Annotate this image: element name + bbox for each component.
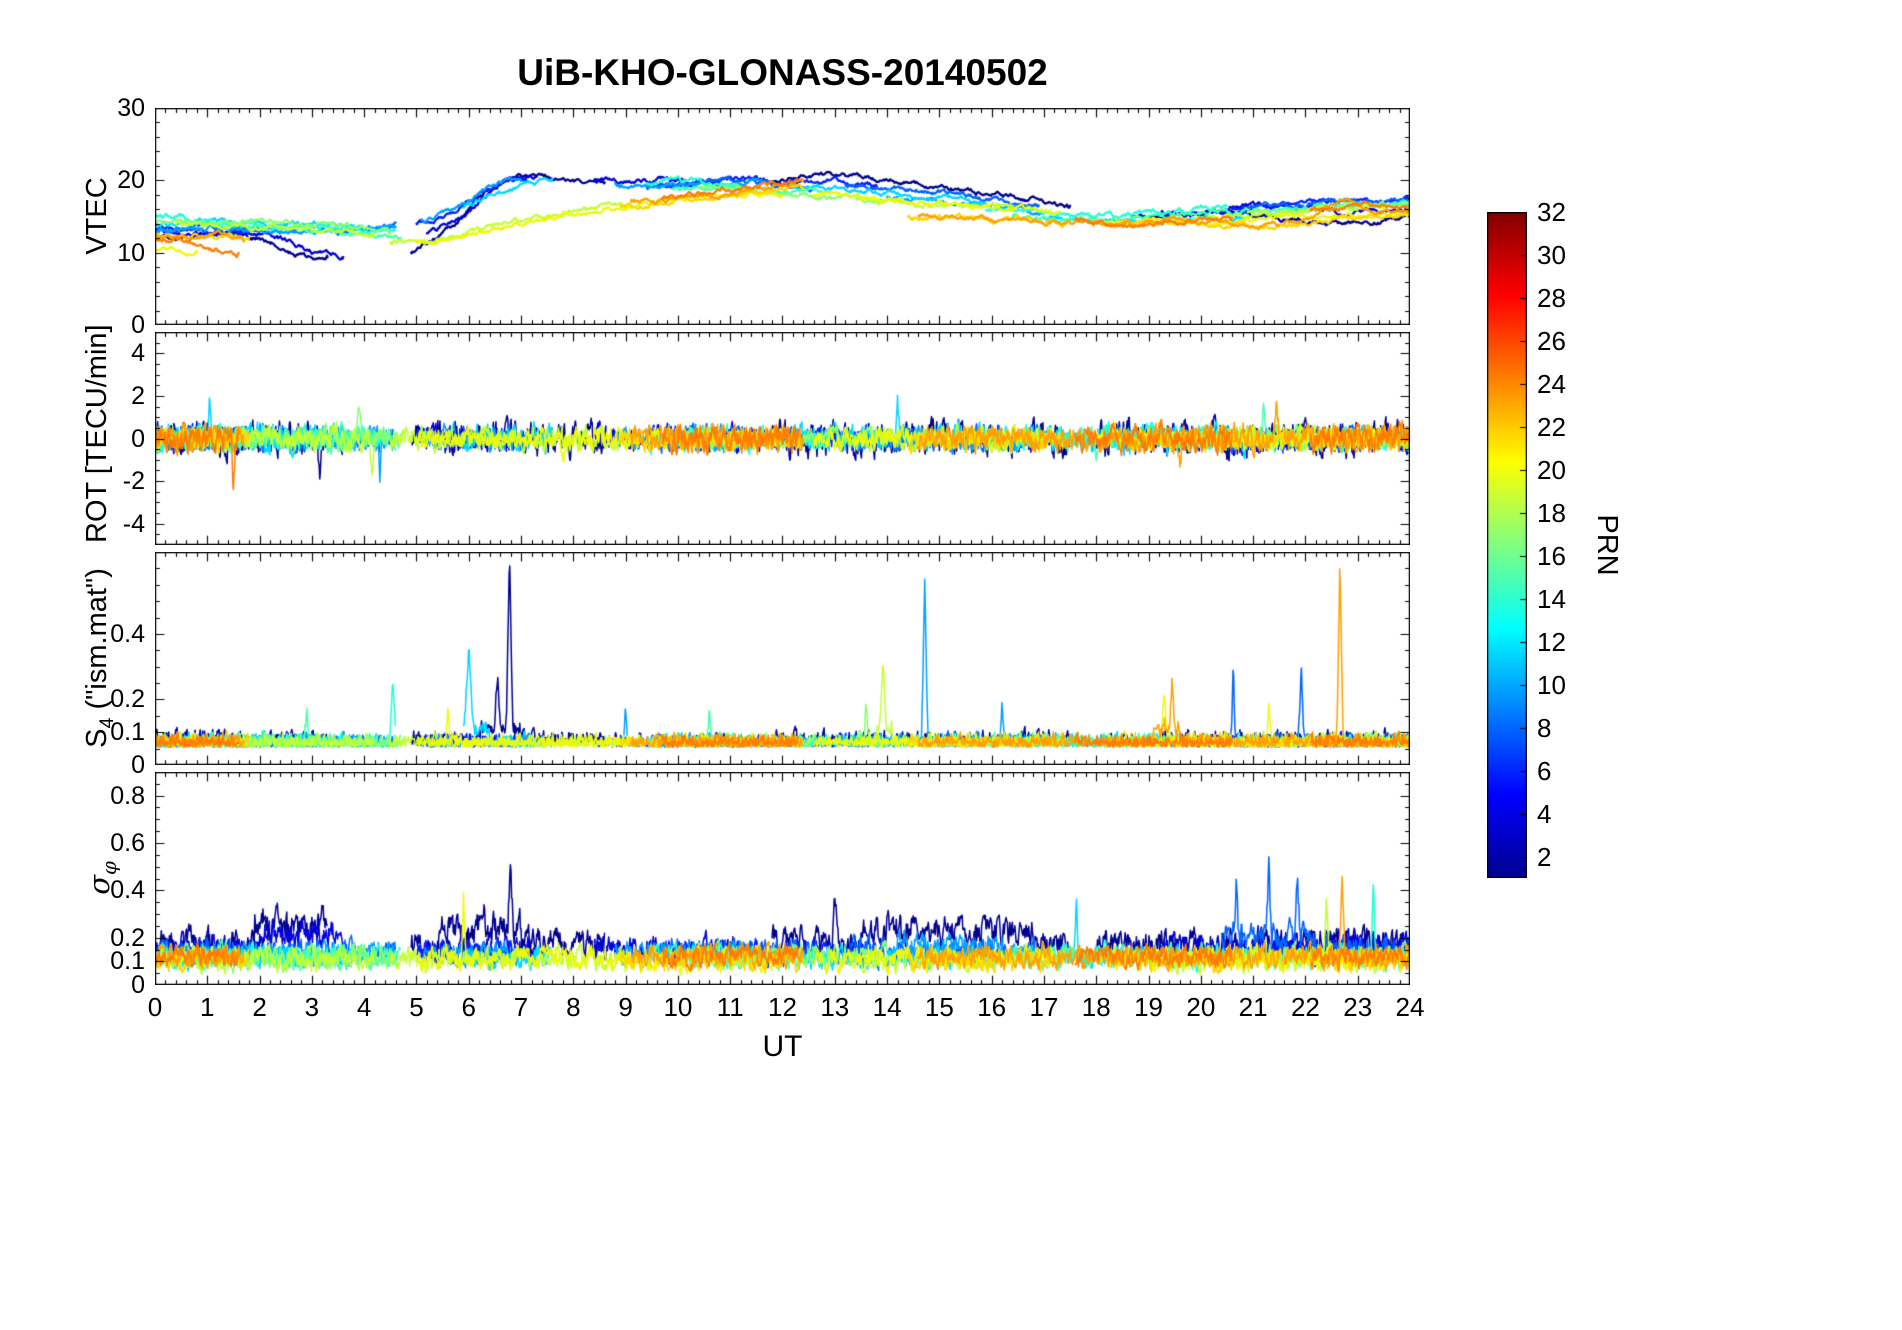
colorbar-tick-label: 6 [1537,755,1552,786]
sigma-phi-axis-label: σφ [82,778,121,978]
s4-label-rest: ("ism.mat") [81,568,113,718]
sigma-label-sub: φ [97,861,121,875]
colorbar-tick-label: 14 [1537,583,1566,614]
x-tick-label: 21 [1238,992,1268,1022]
colorbar-tick-label: 10 [1537,669,1566,700]
sigma-label-main: σ [82,875,116,895]
colorbar-tick-label: 2 [1537,841,1552,872]
x-tick-label: 10 [663,992,693,1022]
x-tick-label: 22 [1290,992,1320,1022]
colorbar [1487,212,1527,878]
s4-label-main: S [81,728,113,748]
x-tick-label: 2 [252,992,267,1022]
x-tick-label: 15 [924,992,954,1022]
x-tick-label: 24 [1395,992,1425,1022]
vtec-plot [155,108,1410,325]
s4-plot [155,552,1410,765]
colorbar-tick-label: 12 [1537,626,1566,657]
colorbar-tick-label: 18 [1537,497,1566,528]
colorbar-tick-label: 26 [1537,325,1566,356]
rot-axis-label: ROT [TECU/min] [81,324,113,543]
x-tick-label: 18 [1081,992,1111,1022]
x-tick-label: 0 [147,992,163,1022]
x-tick-label: 12 [768,992,797,1022]
x-tick-label: 11 [716,992,744,1022]
colorbar-tick-label: 30 [1537,239,1566,270]
colorbar-tick-label: 28 [1537,282,1566,313]
s4-axis-label: S4 ("ism.mat") [80,543,118,773]
x-tick-label: 3 [304,992,320,1022]
s4-label-sub: 4 [95,717,118,729]
colorbar-tick-label: 4 [1537,798,1552,829]
colorbar-tick-label: 32 [1537,197,1566,227]
vtec-axis-label: VTEC [81,177,113,255]
x-tick-label: 16 [977,992,1007,1022]
x-axis-label: UT [762,1030,803,1063]
colorbar-tick-label: 22 [1537,411,1566,442]
x-tick-label: 4 [356,992,372,1022]
colorbar-tick-label: 20 [1537,454,1566,485]
colorbar-tick-label: 8 [1537,712,1552,743]
x-tick-label: 17 [1029,992,1059,1022]
x-tick-label: 8 [566,992,581,1022]
colorbar-prn-label: PRN [1591,514,1623,576]
rot-plot [155,332,1410,545]
x-tick-label: 14 [872,992,902,1022]
x-tick-label: 6 [461,992,476,1022]
x-tick-label: 1 [200,992,215,1022]
colorbar-tick-label: 24 [1537,368,1566,399]
x-tick-label: 7 [513,992,529,1022]
x-tick-label: 5 [409,992,424,1022]
x-tick-label: 20 [1186,992,1216,1022]
x-tick-label: 19 [1134,992,1163,1022]
chart-title: UiB-KHO-GLONASS-20140502 [517,52,1048,93]
colorbar-tick-label: 16 [1537,540,1566,571]
x-tick-label: 23 [1343,992,1373,1022]
x-tick-label: 9 [618,992,633,1022]
x-tick-label: 13 [820,992,850,1022]
sigma-phi-plot [155,772,1410,985]
